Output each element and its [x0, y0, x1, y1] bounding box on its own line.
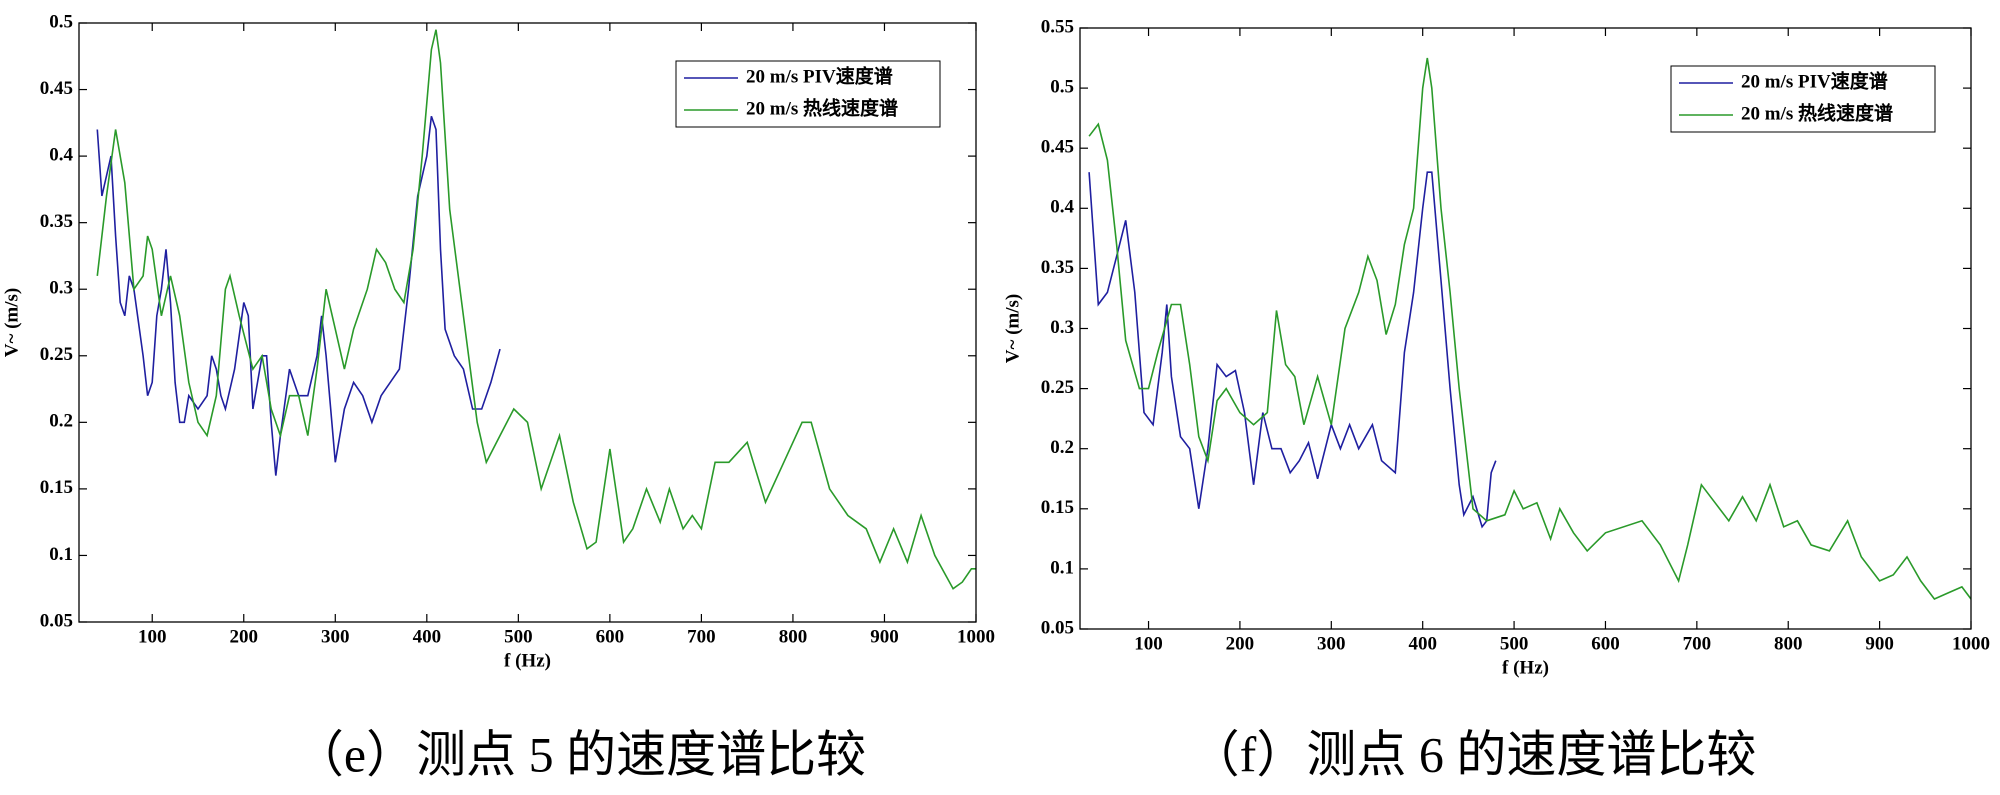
- x-tick-label: 900: [1865, 633, 1894, 654]
- y-tick-label: 0.55: [1041, 16, 1074, 37]
- data-line: [96, 115, 501, 476]
- x-tick-label: 1000: [957, 626, 995, 647]
- y-tick-label: 0.45: [40, 78, 73, 99]
- data-line: [96, 29, 976, 590]
- y-axis-label: V~ (m/s): [1002, 294, 1023, 364]
- legend: 20 m/s PIV速度谱 20 m/s 热线速度谱: [1670, 65, 1936, 133]
- y-tick-label: 0.3: [49, 278, 73, 299]
- y-tick-label: 0.15: [40, 477, 73, 498]
- x-tick-label: 900: [870, 626, 899, 647]
- x-tick-label: 700: [1683, 633, 1712, 654]
- x-tick-label: 600: [1591, 633, 1620, 654]
- y-tick-label: 0.05: [1041, 617, 1074, 638]
- x-tick-label: 500: [1500, 633, 1529, 654]
- y-tick-label: 0.2: [49, 411, 73, 432]
- x-tick-label: 600: [596, 626, 625, 647]
- y-tick-label: 0.05: [40, 610, 73, 631]
- x-axis-label: f (Hz): [504, 650, 551, 671]
- chart: 0.05 0.1 0.15 0.2 0.25 0.3 0.35 0.4 0.45 0.5 100 20…: [1, 11, 995, 782]
- legend-box: [675, 60, 941, 128]
- x-tick-label: 800: [1774, 633, 1803, 654]
- legend-label: 20 m/s 热线速度谱: [746, 96, 898, 119]
- y-tick-label: 0.45: [1041, 137, 1074, 158]
- x-axis-label: f (Hz): [1502, 657, 1549, 678]
- y-tick-label: 0.35: [40, 211, 73, 232]
- x-tick-label: 400: [413, 626, 442, 647]
- y-tick-label: 0.25: [1041, 377, 1074, 398]
- x-tick-label: 800: [779, 626, 808, 647]
- x-tick-label: 700: [687, 626, 716, 647]
- x-tick-label: 300: [321, 626, 350, 647]
- y-tick-label: 0.2: [1050, 437, 1074, 458]
- y-tick-label: 0.5: [1050, 76, 1074, 97]
- legend-label: 20 m/s PIV速度谱: [746, 64, 893, 87]
- x-tick-label: 200: [230, 626, 259, 647]
- y-tick-label: 0.35: [1041, 257, 1074, 278]
- plot-frame: [78, 22, 977, 623]
- y-tick-label: 0.4: [1050, 197, 1074, 218]
- data-line: [1088, 57, 1971, 600]
- y-tick-label: 0.1: [1050, 557, 1074, 578]
- legend-label: 20 m/s 热线速度谱: [1741, 101, 1893, 124]
- x-tick-label: 100: [1134, 633, 1163, 654]
- y-tick-label: 0.4: [49, 144, 73, 165]
- y-tick-label: 0.3: [1050, 317, 1074, 338]
- x-tick-label: 500: [504, 626, 533, 647]
- y-tick-label: 0.5: [49, 11, 73, 32]
- legend-box: [1670, 65, 1936, 133]
- data-line: [1088, 171, 1497, 529]
- legend-label: 20 m/s PIV速度谱: [1741, 69, 1888, 92]
- legend: 20 m/s PIV速度谱 20 m/s 热线速度谱: [675, 60, 941, 128]
- y-axis-label: V~ (m/s): [1, 288, 22, 358]
- y-tick-label: 0.25: [40, 344, 73, 365]
- chart: 0.05 0.1 0.15 0.2 0.25 0.3 0.35 0.4 0.45 0.5 0.55 1…: [1002, 16, 1990, 782]
- x-tick-label: 400: [1408, 633, 1437, 654]
- y-tick-label: 0.15: [1041, 497, 1074, 518]
- x-tick-label: 1000: [1952, 633, 1990, 654]
- caption: （e）测点 5 的速度谱比较: [294, 726, 866, 782]
- x-tick-label: 100: [138, 626, 167, 647]
- caption: （f）测点 6 的速度谱比较: [1190, 726, 1757, 782]
- y-tick-label: 0.1: [49, 544, 73, 565]
- plot-frame: [1079, 27, 1972, 630]
- x-tick-label: 200: [1226, 633, 1255, 654]
- x-tick-label: 300: [1317, 633, 1346, 654]
